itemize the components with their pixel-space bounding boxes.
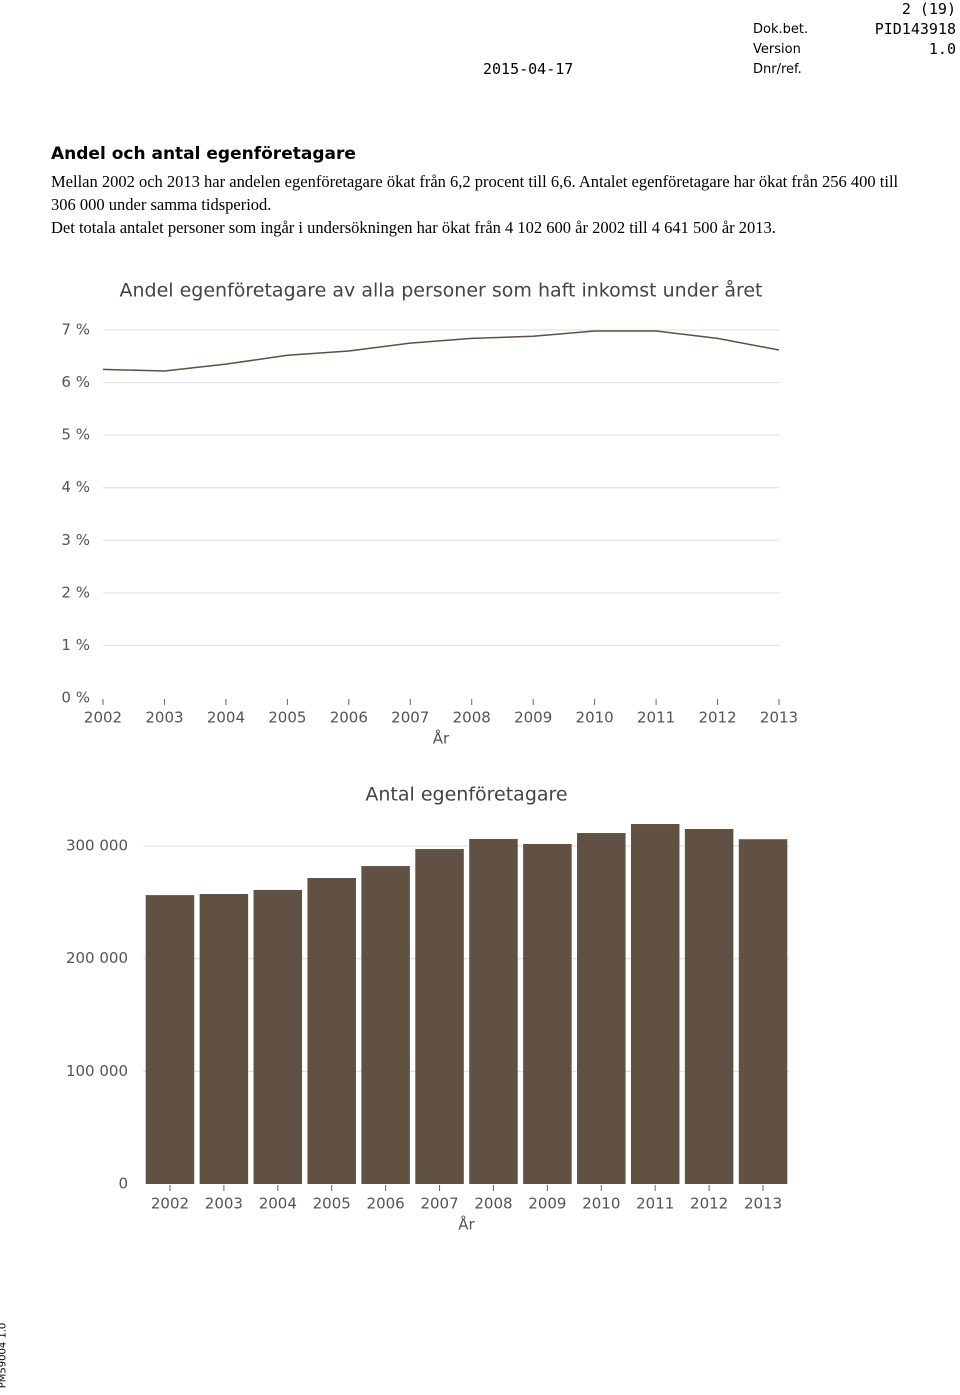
- x-axis-label: År: [433, 729, 450, 748]
- section-title: Andel och antal egenföretagare: [51, 144, 356, 164]
- x-tick-label: 2009: [514, 709, 552, 727]
- x-tick-label: 2010: [576, 709, 614, 727]
- y-tick-label: 0 %: [61, 689, 90, 707]
- y-tick-label: 4 %: [61, 478, 90, 496]
- x-tick-label: 2006: [330, 709, 368, 727]
- y-tick-label: 5 %: [61, 426, 90, 444]
- bar: [361, 866, 410, 1184]
- y-tick-label: 6 %: [61, 373, 90, 391]
- x-tick-label: 2013: [760, 709, 798, 727]
- y-tick-label: 300 000: [66, 837, 128, 855]
- x-tick-label: 2012: [690, 1195, 728, 1213]
- x-tick-label: 2012: [698, 709, 736, 727]
- bar: [145, 895, 195, 1184]
- x-tick-label: 2008: [474, 1195, 512, 1213]
- chart-title: Andel egenföretagare av alla personer so…: [119, 279, 762, 302]
- doc-id: PID143918: [874, 20, 956, 38]
- x-tick-label: 2002: [151, 1195, 189, 1213]
- bar: [469, 839, 518, 1184]
- x-tick-label: 2013: [744, 1195, 782, 1213]
- line: [102, 330, 780, 372]
- bar: [415, 849, 464, 1184]
- y-tick-label: 200 000: [66, 949, 128, 967]
- version: 1.0: [928, 40, 956, 58]
- y-tick-label: 0: [118, 1175, 128, 1193]
- bar: [738, 839, 788, 1184]
- x-tick-label: 2011: [637, 709, 675, 727]
- paragraph: Det totala antalet personer som ingår i …: [51, 218, 776, 237]
- y-tick-label: 7 %: [61, 321, 90, 339]
- charts: Andel egenföretagare av alla personer so…: [61, 279, 798, 1234]
- x-tick-label: 2005: [268, 709, 306, 727]
- bar: [577, 833, 626, 1184]
- y-tick-label: 2 %: [61, 583, 90, 601]
- x-tick-label: 2007: [420, 1195, 458, 1213]
- x-tick-label: 2007: [391, 709, 429, 727]
- x-tick-label: 2004: [207, 709, 245, 727]
- x-tick-label: 2006: [367, 1195, 405, 1213]
- paragraph: Mellan 2002 och 2013 har andelen egenför…: [51, 172, 899, 214]
- bar: [307, 877, 356, 1184]
- x-tick-label: 2010: [582, 1195, 620, 1213]
- footer-code: PM59004 1.0: [0, 1322, 9, 1389]
- bar: [523, 843, 572, 1184]
- version-label: Version: [753, 42, 801, 57]
- bar: [199, 893, 249, 1184]
- x-tick-label: 2005: [313, 1195, 351, 1213]
- bar: [253, 889, 303, 1184]
- x-axis-label: År: [458, 1215, 475, 1234]
- x-tick-label: 2008: [453, 709, 491, 727]
- x-tick-label: 2004: [259, 1195, 297, 1213]
- bar: [630, 824, 680, 1184]
- y-tick-label: 1 %: [61, 636, 90, 654]
- y-tick-label: 3 %: [61, 531, 90, 549]
- x-tick-label: 2002: [84, 709, 122, 727]
- page-number: 2 (19): [901, 0, 956, 18]
- ref-label: Dnr/ref.: [753, 62, 802, 77]
- doc-label: Dok.bet.: [753, 22, 809, 37]
- x-tick-label: 2011: [636, 1195, 674, 1213]
- date: 2015-04-17: [483, 60, 574, 78]
- y-tick-label: 100 000: [66, 1062, 128, 1080]
- x-tick-label: 2003: [205, 1195, 243, 1213]
- chart-title: Antal egenföretagare: [365, 784, 567, 806]
- x-tick-label: 2003: [145, 709, 183, 727]
- bar: [684, 828, 734, 1184]
- x-tick-label: 2009: [528, 1195, 566, 1213]
